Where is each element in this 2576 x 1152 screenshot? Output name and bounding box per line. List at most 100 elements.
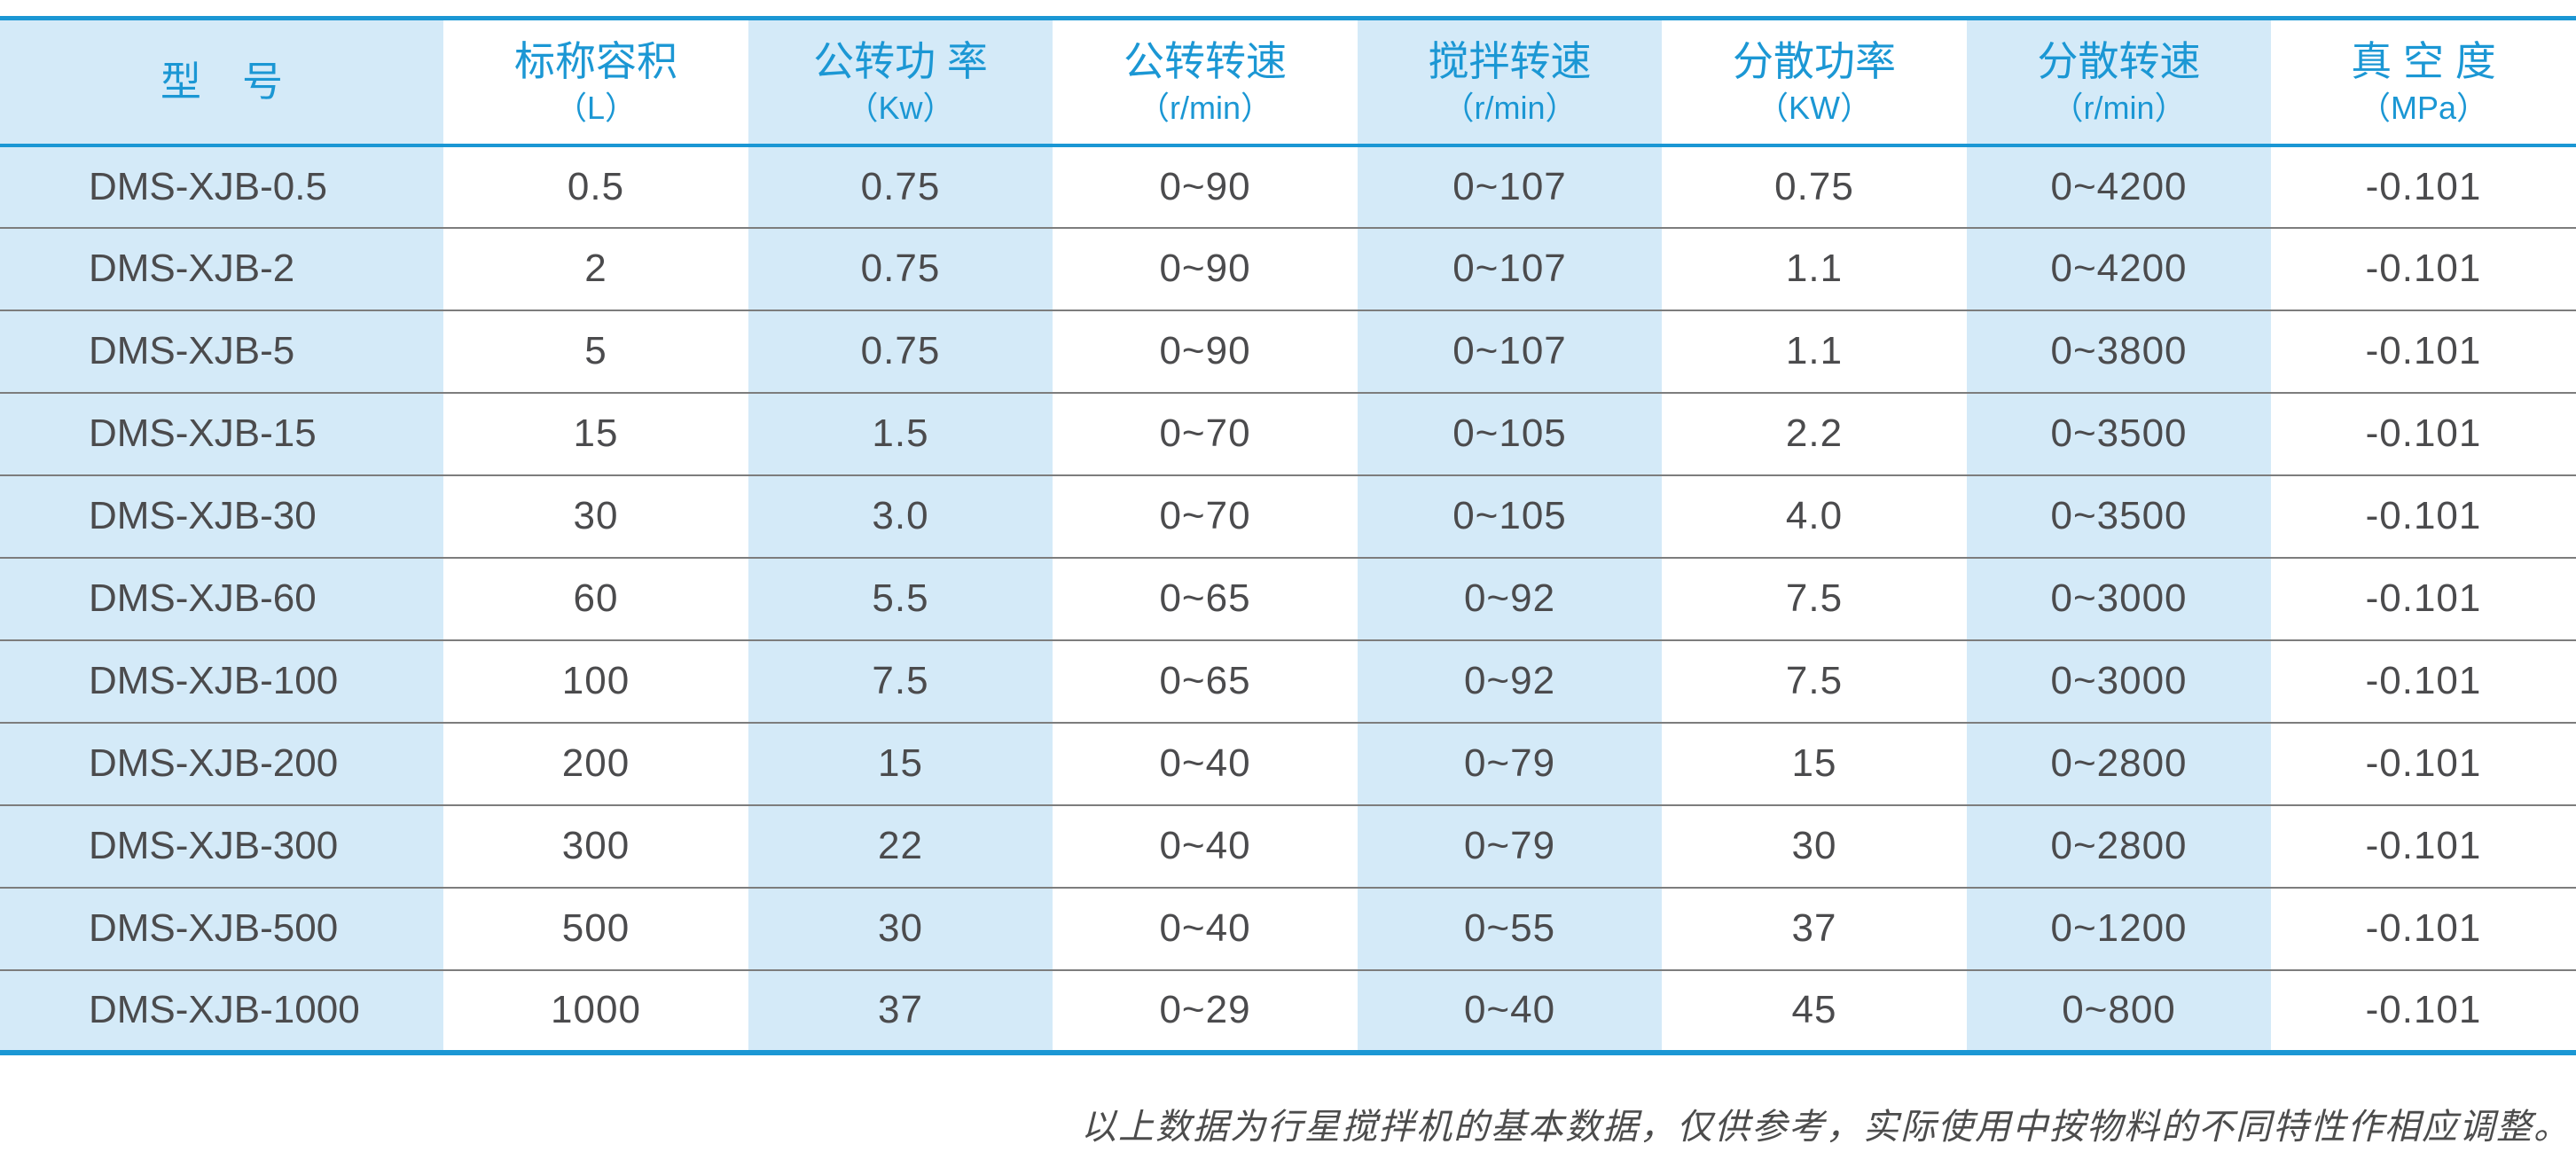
column-unit: （r/min） — [1442, 89, 1578, 126]
model-cell: DMS-XJB-300 — [89, 824, 339, 867]
value-cell: -0.101 — [2365, 164, 2482, 208]
value-cell: 7.5 — [872, 659, 929, 702]
column-unit: （KW） — [1757, 89, 1872, 126]
value-cell: 0~3800 — [2050, 329, 2188, 372]
value-cell: -0.101 — [2365, 988, 2482, 1031]
value-cell: 0~40 — [1159, 741, 1251, 785]
value-cell: 2.2 — [1785, 411, 1844, 455]
column-unit: （r/min） — [1138, 89, 1272, 126]
value-cell: 500 — [561, 906, 630, 950]
value-cell: 30 — [1791, 824, 1837, 867]
value-cell: 0.75 — [1774, 164, 1854, 208]
value-cell: 0~3500 — [2050, 494, 2188, 537]
value-cell: 3.0 — [872, 494, 929, 537]
value-cell: -0.101 — [2365, 906, 2482, 950]
value-cell: 0~70 — [1159, 411, 1251, 455]
column-unit: （L） — [554, 89, 638, 126]
value-cell: 5.5 — [872, 576, 929, 620]
value-cell: 0~800 — [2062, 988, 2176, 1031]
column-header-dispersion-power: 分散功率 （KW） — [1662, 19, 1967, 145]
model-cell: DMS-XJB-1000 — [89, 988, 360, 1031]
value-cell: 15 — [1791, 741, 1837, 785]
spec-table: 型 号 标称容积 （L） 公转功 率 （Kw） 公转转速 （r/min） 搅拌转… — [0, 16, 2576, 1055]
column-header-dispersion-speed: 分散转速 （r/min） — [1967, 19, 2271, 145]
value-cell: 0~79 — [1463, 824, 1556, 867]
column-header-model: 型 号 — [0, 19, 443, 145]
table-row: DMS-XJB-200 200 15 0~40 0~79 15 0~2800 -… — [0, 722, 2576, 805]
value-cell: 4.0 — [1785, 494, 1844, 537]
value-cell: 0.75 — [860, 247, 941, 290]
value-cell: 100 — [561, 659, 630, 702]
value-cell: 0~40 — [1159, 906, 1251, 950]
value-cell: 0~3500 — [2050, 411, 2188, 455]
table-row: DMS-XJB-0.5 0.5 0.75 0~90 0~107 0.75 0~4… — [0, 145, 2576, 228]
table-row: DMS-XJB-2 2 0.75 0~90 0~107 1.1 0~4200 -… — [0, 227, 2576, 310]
table-row: DMS-XJB-300 300 22 0~40 0~79 30 0~2800 -… — [0, 804, 2576, 888]
value-cell: 1.1 — [1785, 247, 1844, 290]
column-header-vacuum-degree: 真 空 度 （MPa） — [2271, 19, 2576, 145]
value-cell: 30 — [878, 906, 923, 950]
value-cell: -0.101 — [2365, 494, 2482, 537]
value-cell: -0.101 — [2365, 576, 2482, 620]
value-cell: 0~79 — [1463, 741, 1556, 785]
value-cell: 0~92 — [1463, 576, 1556, 620]
value-cell: 30 — [573, 494, 619, 537]
value-cell: -0.101 — [2365, 824, 2482, 867]
column-unit: （r/min） — [2051, 89, 2187, 126]
column-header-revolution-power: 公转功 率 （Kw） — [748, 19, 1053, 145]
value-cell: 0~70 — [1159, 494, 1251, 537]
model-cell: DMS-XJB-200 — [89, 741, 339, 785]
value-cell: 0.75 — [860, 164, 941, 208]
model-cell: DMS-XJB-100 — [89, 659, 339, 702]
table-row: DMS-XJB-30 30 3.0 0~70 0~105 4.0 0~3500 … — [0, 474, 2576, 558]
value-cell: 0~3000 — [2050, 659, 2188, 702]
value-cell: 300 — [561, 824, 630, 867]
footer-note: 以上数据为行星搅拌机的基本数据，仅供参考，实际使用中按物料的不同特性作相应调整。 — [1081, 1107, 2571, 1148]
value-cell: 0~90 — [1159, 164, 1251, 208]
value-cell: 0.75 — [860, 329, 941, 372]
model-cell: DMS-XJB-500 — [89, 906, 339, 950]
value-cell: 0~92 — [1463, 659, 1556, 702]
value-cell: 0~65 — [1159, 659, 1251, 702]
column-header-stirring-speed: 搅拌转速 （r/min） — [1358, 19, 1662, 145]
value-cell: 0~29 — [1159, 988, 1251, 1031]
column-title: 分散转速 — [2037, 38, 2201, 84]
column-title: 搅拌转速 — [1428, 38, 1592, 84]
value-cell: 0.5 — [567, 164, 625, 208]
value-cell: 0~107 — [1452, 164, 1567, 208]
value-cell: 15 — [573, 411, 619, 455]
value-cell: 0~40 — [1159, 824, 1251, 867]
value-cell: 0~2800 — [2050, 741, 2188, 785]
table-row: DMS-XJB-60 60 5.5 0~65 0~92 7.5 0~3000 -… — [0, 557, 2576, 640]
value-cell: 0~1200 — [2050, 906, 2188, 950]
column-title: 真 空 度 — [2351, 38, 2496, 84]
value-cell: 0~3000 — [2050, 576, 2188, 620]
value-cell: 0~105 — [1452, 494, 1567, 537]
column-unit: （Kw） — [846, 89, 955, 126]
value-cell: 1000 — [551, 988, 641, 1031]
table-row: DMS-XJB-1000 1000 37 0~29 0~40 45 0~800 … — [0, 969, 2576, 1053]
value-cell: 200 — [561, 741, 630, 785]
table-row: DMS-XJB-500 500 30 0~40 0~55 37 0~1200 -… — [0, 887, 2576, 970]
value-cell: 45 — [1791, 988, 1837, 1031]
value-cell: -0.101 — [2365, 247, 2482, 290]
value-cell: 22 — [878, 824, 923, 867]
value-cell: 1.1 — [1785, 329, 1844, 372]
column-title: 公转转速 — [1124, 38, 1287, 84]
value-cell: 7.5 — [1785, 659, 1844, 702]
column-unit: （MPa） — [2358, 89, 2489, 126]
value-cell: 7.5 — [1785, 576, 1844, 620]
column-header-revolution-speed: 公转转速 （r/min） — [1053, 19, 1358, 145]
value-cell: 0~2800 — [2050, 824, 2188, 867]
table-row: DMS-XJB-100 100 7.5 0~65 0~92 7.5 0~3000… — [0, 639, 2576, 723]
value-cell: -0.101 — [2365, 741, 2482, 785]
value-cell: 0~90 — [1159, 247, 1251, 290]
model-cell: DMS-XJB-60 — [89, 576, 317, 620]
value-cell: -0.101 — [2365, 411, 2482, 455]
model-cell: DMS-XJB-0.5 — [89, 164, 327, 208]
header-row: 型 号 标称容积 （L） 公转功 率 （Kw） 公转转速 （r/min） 搅拌转… — [0, 19, 2576, 145]
value-cell: 15 — [878, 741, 923, 785]
value-cell: 0~90 — [1159, 329, 1251, 372]
value-cell: 0~107 — [1452, 247, 1567, 290]
